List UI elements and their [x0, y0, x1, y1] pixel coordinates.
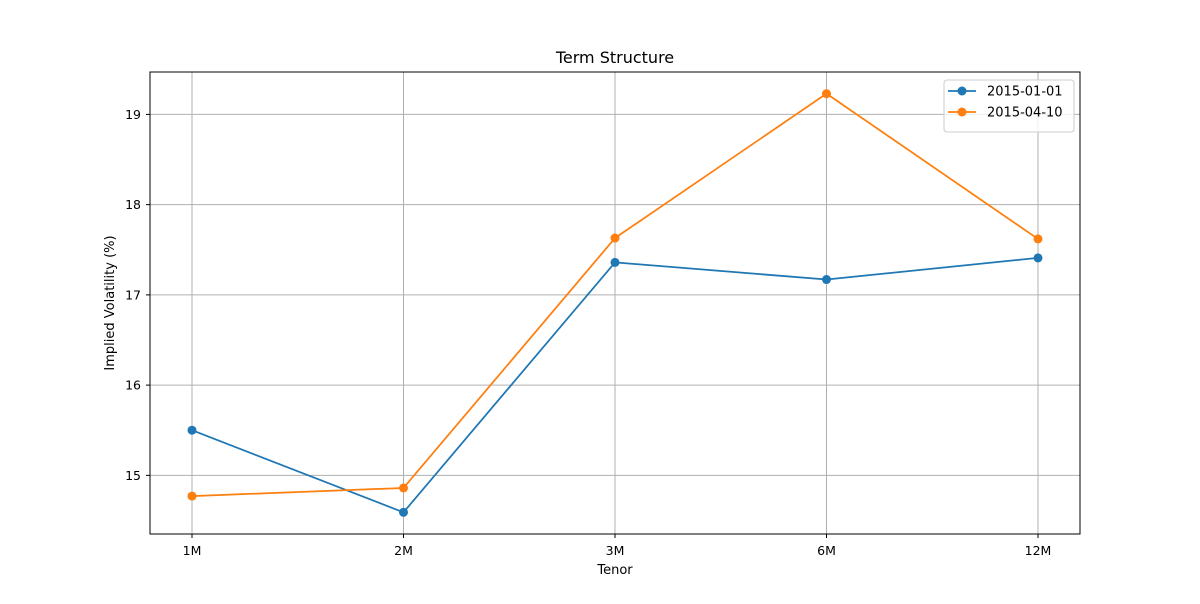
- axis-ticks: 1M 2M 3M 6M 12M 15 16 17 18 19: [125, 107, 1051, 558]
- series-2: [187, 89, 1043, 501]
- data-point: [610, 257, 620, 267]
- x-axis-label: Tenor: [596, 563, 633, 578]
- data-point: [610, 233, 620, 243]
- legend-label: 2015-04-10: [987, 106, 1063, 121]
- x-tick-label: 3M: [606, 543, 625, 558]
- legend: 2015-01-01 2015-04-10: [943, 79, 1075, 133]
- data-point: [399, 483, 408, 493]
- grid: [150, 72, 1080, 534]
- data-point: [1033, 253, 1043, 263]
- y-tick-label: 16: [125, 378, 141, 393]
- series-1: [187, 253, 1043, 517]
- data-point: [1033, 234, 1043, 244]
- data-point: [822, 89, 831, 99]
- series-lines: [187, 89, 1043, 517]
- legend-item: 2015-01-01: [948, 85, 1063, 100]
- x-tick-label: 1M: [183, 543, 202, 558]
- legend-marker: [957, 86, 967, 96]
- legend-label: 2015-01-01: [987, 85, 1063, 100]
- x-tick-label: 2M: [394, 543, 413, 558]
- legend-marker: [957, 107, 967, 117]
- y-tick-label: 18: [125, 197, 141, 212]
- x-tick-label: 6M: [817, 543, 836, 558]
- legend-box: [943, 79, 1075, 133]
- y-tick-label: 17: [125, 287, 141, 302]
- y-tick-label: 19: [125, 107, 141, 122]
- y-axis-label: Implied Volatility (%): [103, 235, 118, 370]
- y-tick-label: 15: [125, 468, 141, 483]
- data-point: [822, 275, 831, 285]
- data-point: [399, 507, 408, 517]
- x-tick-label: 12M: [1025, 543, 1052, 558]
- chart-title: Term Structure: [555, 48, 674, 67]
- legend-item: 2015-04-10: [948, 106, 1063, 121]
- data-point: [187, 491, 197, 501]
- data-point: [187, 425, 197, 435]
